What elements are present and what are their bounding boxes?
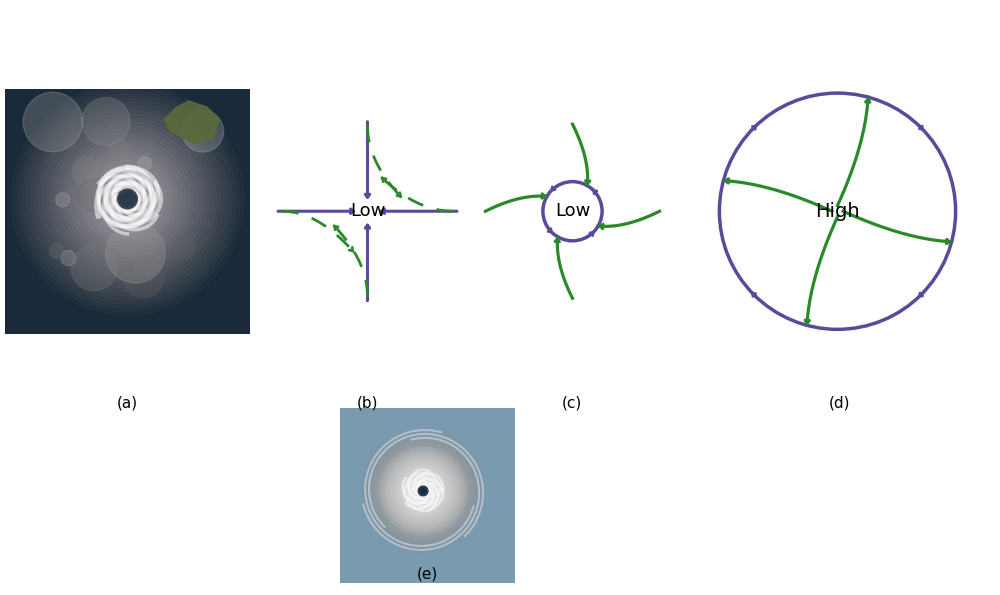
Circle shape [50,244,64,258]
Circle shape [122,256,164,298]
Circle shape [406,474,441,509]
Circle shape [376,444,470,538]
Circle shape [374,442,472,540]
Circle shape [182,111,224,152]
Text: (a): (a) [116,396,138,411]
Circle shape [411,479,435,503]
Circle shape [89,160,166,238]
Circle shape [38,109,217,288]
Circle shape [54,126,201,273]
Circle shape [82,98,130,146]
Circle shape [46,118,209,280]
Circle shape [421,488,426,493]
Circle shape [108,180,147,218]
Circle shape [50,121,205,277]
Circle shape [367,434,480,547]
Circle shape [109,139,131,161]
Circle shape [71,245,117,291]
Circle shape [23,94,232,303]
Circle shape [118,189,137,209]
Circle shape [413,481,433,501]
Circle shape [362,430,485,552]
Circle shape [100,172,155,226]
Circle shape [414,482,432,500]
Circle shape [391,459,455,523]
Circle shape [62,133,193,265]
Text: (b): (b) [356,396,378,411]
Circle shape [72,157,100,185]
Circle shape [138,156,151,170]
Circle shape [85,156,170,242]
Circle shape [420,488,426,494]
Circle shape [394,462,452,520]
Circle shape [11,83,244,315]
Circle shape [133,248,160,274]
Circle shape [65,137,190,261]
Circle shape [396,464,450,518]
Circle shape [106,223,165,283]
Circle shape [31,102,224,296]
Circle shape [104,176,151,223]
Circle shape [73,145,182,253]
Circle shape [403,471,444,512]
Circle shape [411,478,435,503]
Circle shape [385,453,461,529]
Circle shape [19,90,236,308]
Circle shape [120,192,135,206]
Circle shape [381,449,465,533]
Circle shape [417,485,429,497]
Text: (e): (e) [416,567,438,582]
Circle shape [15,86,240,311]
Text: Low: Low [555,202,590,220]
Circle shape [77,149,178,249]
Text: Low: Low [350,202,385,220]
Circle shape [34,106,221,292]
Circle shape [400,468,447,514]
Circle shape [96,168,159,230]
Circle shape [418,486,428,496]
Circle shape [408,476,438,506]
Circle shape [81,152,174,246]
Circle shape [386,454,460,528]
Circle shape [120,191,135,206]
Text: (d): (d) [829,396,851,411]
Circle shape [58,129,197,269]
Circle shape [112,183,143,214]
Circle shape [416,484,430,499]
Circle shape [384,452,462,530]
Text: High: High [815,202,860,221]
Circle shape [391,459,455,523]
Circle shape [116,187,139,211]
Circle shape [372,439,475,543]
Circle shape [399,466,448,515]
Circle shape [364,432,482,550]
Circle shape [408,477,438,506]
Circle shape [42,114,213,284]
Circle shape [397,465,449,517]
Circle shape [389,456,458,525]
Circle shape [93,164,162,234]
Circle shape [382,450,464,532]
Circle shape [77,178,111,211]
Circle shape [56,193,70,207]
Circle shape [369,437,477,545]
Circle shape [388,456,458,526]
Text: (c): (c) [562,396,582,411]
Circle shape [406,474,440,508]
Circle shape [61,250,76,265]
Circle shape [420,488,426,494]
Circle shape [394,462,453,521]
Circle shape [27,98,228,300]
Circle shape [23,92,83,152]
Circle shape [124,195,131,203]
Circle shape [401,469,445,513]
Circle shape [418,486,428,496]
Polygon shape [164,101,219,144]
Circle shape [379,447,467,535]
Circle shape [403,471,443,511]
Circle shape [379,447,467,535]
Circle shape [174,238,195,259]
Circle shape [69,141,186,257]
